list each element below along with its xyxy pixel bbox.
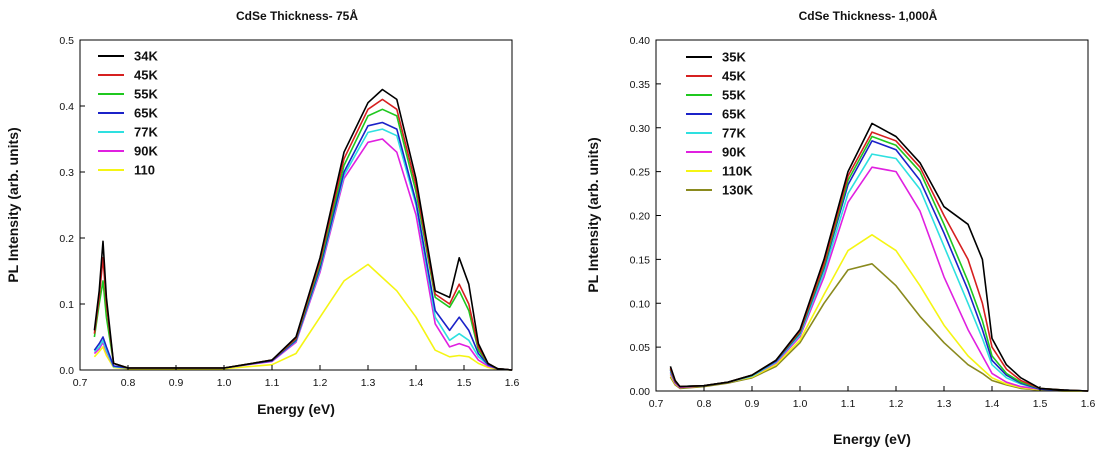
chart-1000A-xtick-label: 0.7 xyxy=(649,398,664,410)
chart-1000A-ytick-label: 0.20 xyxy=(630,211,651,223)
chart-1000A-ylabel: PL Intensity (arb. units) xyxy=(585,137,601,292)
chart-75A-legend-label-90K: 90K xyxy=(134,144,158,159)
chart-1000A-xtick-label: 1.5 xyxy=(1033,398,1048,410)
chart-75A-xtick-label: 1.2 xyxy=(313,377,328,389)
chart-1000A-ytick-label: 0.30 xyxy=(630,123,651,135)
chart-1000A-legend-label-35K: 35K xyxy=(722,50,746,65)
chart-1000A-title: CdSe Thickness- 1,000Å xyxy=(799,8,938,23)
chart-1000A-series-110K-line xyxy=(669,234,1088,392)
chart-75A-xlabel: Energy (eV) xyxy=(257,401,335,417)
chart-75A-legend-label-34K: 34K xyxy=(134,49,158,64)
chart-1000A-ytick-label: 0.10 xyxy=(630,298,651,310)
chart-1000A-ytick-label: 0.40 xyxy=(630,35,651,47)
chart-1000A-ytick-label: 0.15 xyxy=(630,254,651,266)
chart-75A-ytick-label: 0.3 xyxy=(59,167,74,179)
chart-75A-legend: 34K 45K 55K 65K 77K 90K 110 xyxy=(98,49,158,178)
chart-1000A-legend-label-55K: 55K xyxy=(722,88,746,103)
chart-1000A: CdSe Thickness- 1,000Å 0.000.050.100.150… xyxy=(585,8,1095,447)
chart-1000A-legend-label-77K: 77K xyxy=(722,126,746,141)
chart-1000A-xtick-label: 1.0 xyxy=(793,398,808,410)
chart-75A-xtick-label: 1.1 xyxy=(265,377,280,389)
chart-75A-legend-label-55K: 55K xyxy=(134,87,158,102)
chart-1000A-legend-label-90K: 90K xyxy=(722,145,746,160)
chart-75A-series-65K-line xyxy=(93,121,513,371)
chart-1000A-ytick-label: 0.00 xyxy=(630,386,651,398)
chart-75A: CdSe Thickness- 75Å 0.0 0.1 0.2 0.3 0.4 0.5 0… xyxy=(5,8,519,417)
chart-1000A-xtick-label: 1.6 xyxy=(1081,398,1096,410)
chart-75A-xtick-label: 1.3 xyxy=(361,377,376,389)
chart-1000A-y-ticks: 0.00 0.05 0.10 0.15 0.20 0.25 0.30 0.35 0.40 xyxy=(630,35,661,398)
chart-75A-ytick-label: 0.5 xyxy=(59,35,74,47)
chart-75A-xtick-label: 1.6 xyxy=(505,377,520,389)
chart-75A-legend-label-65K: 65K xyxy=(134,106,158,121)
chart-75A-legend-label-77K: 77K xyxy=(134,125,158,140)
chart-1000A-legend-label-110K: 110K xyxy=(722,164,753,179)
chart-1000A-series-35K-line xyxy=(669,122,1089,392)
chart-75A-legend-label-45K: 45K xyxy=(134,68,158,83)
chart-1000A-plot-frame xyxy=(655,39,1089,392)
chart-1000A-xtick-label: 0.8 xyxy=(697,398,712,410)
chart-75A-plot-frame xyxy=(79,39,513,371)
chart-1000A-series-130K-line xyxy=(669,262,1088,392)
chart-75A-xtick-label: 0.9 xyxy=(169,377,184,389)
chart-75A-ylabel: PL Intensity (arb. units) xyxy=(5,127,21,282)
chart-75A-xtick-label: 0.7 xyxy=(73,377,88,389)
chart-1000A-xtick-label: 1.2 xyxy=(889,398,904,410)
chart-75A-series-34K-line xyxy=(93,88,513,371)
chart-1000A-xtick-label: 1.3 xyxy=(937,398,952,410)
chart-75A-curves xyxy=(93,88,513,371)
chart-1000A-xlabel: Energy (eV) xyxy=(833,431,911,447)
chart-1000A-xtick-label: 1.4 xyxy=(985,398,1000,410)
chart-75A-ytick-label: 0.1 xyxy=(59,299,74,311)
chart-1000A-legend-label-45K: 45K xyxy=(722,69,746,84)
chart-1000A-x-ticks: 0.7 0.8 0.9 1.0 1.1 1.2 1.3 1.4 1.5 1.6 xyxy=(649,386,1096,410)
chart-1000A-ytick-label: 0.35 xyxy=(630,79,651,91)
chart-75A-legend-label-110: 110 xyxy=(134,163,155,178)
chart-1000A-xtick-label: 1.1 xyxy=(841,398,856,410)
chart-75A-series-77K-line xyxy=(93,128,513,371)
chart-1000A-series-90K-line xyxy=(669,166,1089,392)
chart-75A-xtick-label: 1.4 xyxy=(409,377,424,389)
chart-75A-title: CdSe Thickness- 75Å xyxy=(236,8,358,23)
chart-1000A-legend-label-130K: 130K xyxy=(722,183,754,198)
chart-75A-x-ticks: 0.7 0.8 0.9 1.0 1.1 1.2 1.3 1.4 1.5 1.6 xyxy=(73,365,520,389)
chart-1000A-xtick-label: 0.9 xyxy=(745,398,760,410)
chart-75A-ytick-label: 0.0 xyxy=(59,365,74,377)
chart-1000A-ytick-label: 0.25 xyxy=(630,167,651,179)
chart-75A-xtick-label: 1.0 xyxy=(217,377,232,389)
chart-1000A-ytick-label: 0.05 xyxy=(630,342,651,354)
chart-1000A-curves xyxy=(669,122,1089,392)
chart-75A-xtick-label: 1.5 xyxy=(457,377,472,389)
chart-1000A-legend-label-65K: 65K xyxy=(722,107,746,122)
chart-75A-series-90K-line xyxy=(93,138,513,371)
chart-1000A-legend: 35K 45K 55K 65K 77K 90K 110K 130K xyxy=(686,50,754,198)
chart-75A-ytick-label: 0.2 xyxy=(59,233,74,245)
chart-75A-xtick-label: 0.8 xyxy=(121,377,136,389)
chart-75A-ytick-label: 0.4 xyxy=(59,101,74,113)
chart-75A-y-ticks: 0.0 0.1 0.2 0.3 0.4 0.5 xyxy=(59,35,85,377)
